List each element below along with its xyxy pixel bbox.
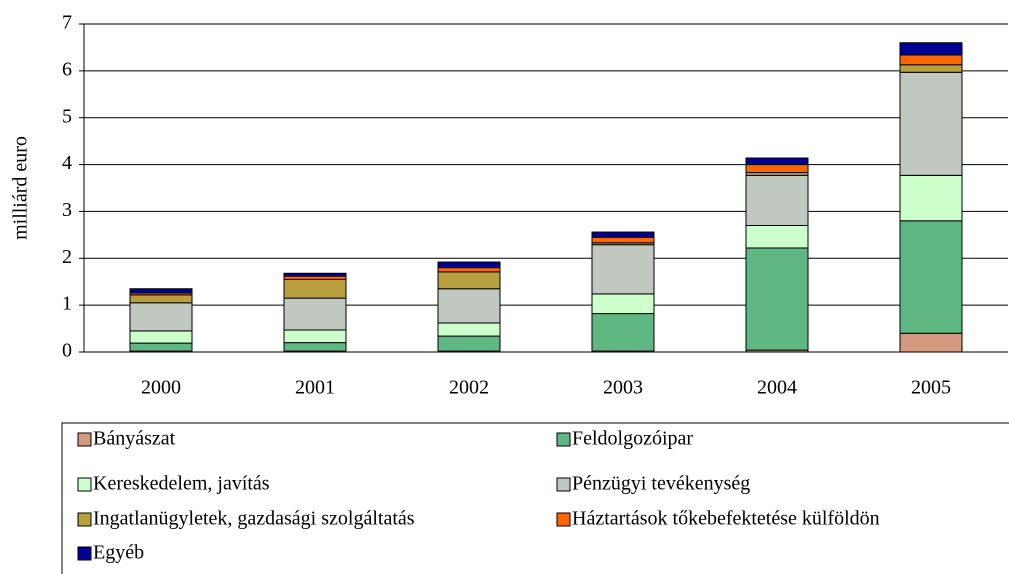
bar-segment (899, 42, 963, 56)
x-tick-label: 2000 (141, 377, 181, 399)
legend-label: Pénzügyi tevékenység (572, 473, 750, 495)
bar-segment (437, 261, 501, 269)
y-tick-label: 2 (62, 246, 72, 268)
bar-segment (745, 157, 809, 166)
bar-segment (591, 313, 655, 352)
x-tick-label: 2004 (757, 377, 797, 399)
bar-segment (437, 288, 501, 324)
x-tick-label: 2002 (449, 377, 489, 399)
legend-frame (61, 422, 1009, 574)
bar-segment (129, 288, 193, 294)
legend-label: Bányászat (93, 428, 176, 450)
y-tick-label: 4 (62, 152, 72, 174)
bar-segment (591, 293, 655, 315)
bar-segment (283, 329, 347, 344)
bar-segment (437, 267, 501, 273)
bar-segment (745, 174, 809, 226)
legend-swatch (556, 432, 571, 447)
bar-segment (283, 272, 347, 277)
legend-label: Ingatlanügyletek, gazdasági szolgáltatás (93, 508, 415, 530)
bar-segment (591, 231, 655, 238)
legend-label: Feldolgozóipar (572, 428, 693, 450)
bar-segment (899, 54, 963, 66)
bar-segment (283, 342, 347, 352)
bar-segment (129, 342, 193, 352)
legend-swatch (77, 512, 92, 527)
legend-swatch (556, 477, 571, 492)
bar-segment (899, 220, 963, 334)
legend-swatch (77, 477, 92, 492)
y-tick-label: 5 (62, 105, 72, 127)
x-tick-label: 2005 (911, 377, 951, 399)
bar-segment (283, 278, 347, 299)
bar-segment (129, 330, 193, 344)
y-axis-label: milliárd euro (10, 136, 32, 240)
bar-segment (437, 271, 501, 290)
legend-label: Kereskedelem, javítás (93, 473, 270, 495)
legend-label: Háztartások tőkebefektetése külföldön (572, 508, 880, 530)
x-tick-label: 2003 (603, 377, 643, 399)
x-tick-label: 2001 (295, 377, 335, 399)
y-tick-label: 6 (62, 58, 72, 80)
bar-segment (591, 244, 655, 295)
legend-swatch (556, 512, 571, 527)
bar-segment (899, 71, 963, 176)
y-tick-label: 7 (62, 12, 72, 34)
legend-swatch (77, 546, 92, 561)
bar-segment (745, 247, 809, 351)
bar-segment (591, 236, 655, 244)
bar-segment (437, 335, 501, 352)
y-tick-label: 0 (62, 340, 72, 362)
legend-label: Egyéb (93, 542, 144, 564)
bar-segment (129, 294, 193, 304)
bar-segment (129, 302, 193, 332)
legend-swatch (77, 432, 92, 447)
y-tick-label: 3 (62, 199, 72, 221)
bar-segment (899, 64, 963, 73)
bar-segment (437, 322, 501, 337)
bar-segment (283, 297, 347, 331)
bar-segment (745, 224, 809, 249)
bar-segment (745, 164, 809, 174)
bar-segment (899, 332, 963, 353)
y-tick-label: 1 (62, 293, 72, 315)
bar-segment (899, 174, 963, 222)
